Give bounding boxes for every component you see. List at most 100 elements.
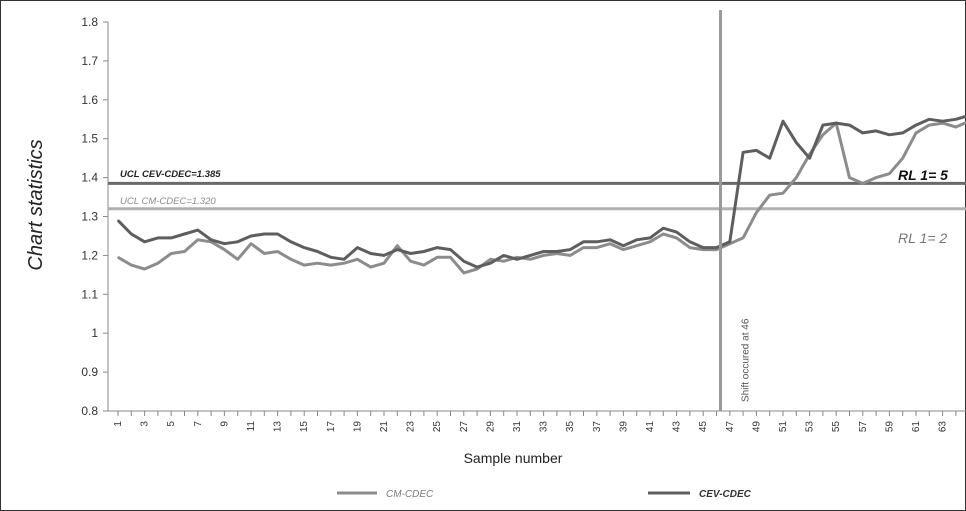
data-point-cm-cdec — [888, 172, 891, 175]
legend-label-cev-cdec: CEV-CDEC — [699, 489, 752, 500]
x-tick-label: 1 — [113, 421, 124, 427]
x-tick-label: 35 — [565, 421, 576, 433]
data-point-cm-cdec — [782, 192, 784, 194]
data-point-cev-cdec — [290, 241, 292, 243]
data-point-cev-cdec — [276, 233, 279, 235]
x-tick-label: 47 — [725, 421, 736, 433]
data-point-cev-cdec — [569, 248, 571, 251]
x-tick-label: 29 — [485, 421, 496, 433]
data-point-cm-cdec — [409, 260, 412, 263]
data-point-cev-cdec — [197, 229, 199, 231]
legend-label-cm-cdec: CM-CDEC — [386, 489, 434, 500]
data-point-cm-cdec — [582, 246, 585, 249]
data-point-cev-cdec — [928, 118, 931, 121]
y-axis-ticks: 0.8 0.9 1 1.1 1.2 1.3 1.4 1.5 1.6 1.7 1.8 — [81, 15, 108, 418]
x-tick-label: 51 — [778, 421, 789, 433]
data-point-cev-cdec — [529, 254, 532, 257]
data-point-cm-cdec — [130, 264, 133, 266]
ucl-cev-cdec-label: UCL CEV-CDEC=1.385 — [120, 169, 221, 180]
data-point-cev-cdec — [489, 262, 492, 265]
x-tick-label: 17 — [326, 421, 337, 433]
data-point-cm-cdec — [223, 248, 226, 251]
x-axis-ticks: 1 3 5 7 9 11 13 15 17 19 21 23 25 27 29 31 33 35 37 39 41 43 4… — [113, 411, 966, 432]
x-tick-label: 13 — [273, 421, 284, 433]
data-point-cm-cdec — [502, 260, 505, 263]
data-point-cev-cdec — [157, 237, 159, 239]
x-tick-label: 65 — [964, 421, 966, 433]
y-tick-label: 1.6 — [81, 93, 98, 107]
data-point-cm-cdec — [901, 157, 904, 159]
data-point-cev-cdec — [822, 124, 824, 126]
data-point-cev-cdec — [755, 149, 758, 152]
data-point-cm-cdec — [276, 250, 279, 253]
data-point-cev-cdec — [170, 237, 172, 239]
data-point-cev-cdec — [449, 248, 452, 251]
data-point-cm-cdec — [928, 124, 931, 126]
data-point-cev-cdec — [875, 130, 877, 132]
data-point-cev-cdec — [210, 239, 212, 241]
data-point-cev-cdec — [556, 250, 558, 253]
data-point-cev-cdec — [888, 134, 891, 136]
data-point-cev-cdec — [808, 157, 811, 159]
data-point-cm-cdec — [183, 250, 186, 253]
data-point-cm-cdec — [476, 268, 478, 270]
data-point-cm-cdec — [556, 252, 558, 255]
data-point-cm-cdec — [742, 237, 744, 239]
x-tick-label: 59 — [884, 421, 895, 433]
data-point-cm-cdec — [143, 268, 146, 270]
data-point-cm-cdec — [117, 256, 119, 259]
data-point-cm-cdec — [848, 176, 851, 179]
y-tick-label: 1.7 — [81, 54, 98, 68]
data-point-cev-cdec — [542, 250, 545, 253]
data-point-cev-cdec — [356, 246, 359, 249]
run-length-label-cm-cdec: RL 1= 2 — [898, 230, 947, 246]
data-point-cm-cdec — [715, 248, 718, 251]
data-point-cm-cdec — [915, 132, 917, 134]
legend: CM-CDEC CEV-CDEC — [337, 489, 752, 500]
data-point-cm-cdec — [250, 242, 252, 245]
shift-marker: Shift occured at 46 — [719, 10, 752, 411]
series-lines — [116, 114, 966, 275]
data-point-cm-cdec — [197, 239, 199, 241]
data-point-cev-cdec — [715, 246, 718, 249]
y-tick-label: 1.4 — [81, 171, 98, 185]
data-point-cm-cdec — [436, 256, 439, 259]
data-point-cev-cdec — [143, 241, 146, 243]
data-point-cev-cdec — [423, 250, 425, 253]
y-tick-label: 1.5 — [81, 132, 98, 146]
data-point-cev-cdec — [117, 219, 119, 222]
data-point-cm-cdec — [675, 237, 678, 239]
data-point-cm-cdec — [822, 134, 824, 136]
data-point-cm-cdec — [157, 262, 159, 265]
data-point-cev-cdec — [675, 231, 678, 233]
data-point-cev-cdec — [223, 242, 226, 245]
data-point-cm-cdec — [702, 248, 704, 251]
x-tick-label: 25 — [432, 421, 443, 433]
data-point-cm-cdec — [941, 122, 944, 124]
x-tick-label: 21 — [379, 421, 390, 433]
data-point-cm-cdec — [569, 254, 571, 257]
data-point-cm-cdec — [768, 194, 771, 196]
series-line-cev-cdec — [116, 114, 966, 269]
x-tick-label: 43 — [672, 421, 683, 433]
data-point-cev-cdec — [768, 157, 771, 159]
data-point-cm-cdec — [529, 258, 532, 261]
data-point-cm-cdec — [356, 258, 359, 261]
data-point-cm-cdec — [369, 266, 372, 268]
y-tick-label: 1.1 — [81, 287, 98, 301]
x-axis-title: Sample number — [464, 450, 563, 466]
data-point-cm-cdec — [662, 233, 665, 235]
data-point-cm-cdec — [596, 246, 598, 249]
data-point-cev-cdec — [409, 252, 412, 255]
data-point-cev-cdec — [689, 241, 691, 243]
data-point-cev-cdec — [795, 141, 798, 144]
data-point-cev-cdec — [250, 235, 252, 237]
data-point-cev-cdec — [702, 246, 704, 249]
data-point-cev-cdec — [463, 260, 465, 263]
x-tick-label: 57 — [858, 421, 869, 433]
data-point-cev-cdec — [369, 252, 372, 255]
x-tick-label: 23 — [406, 421, 417, 433]
data-point-cm-cdec — [463, 272, 465, 274]
x-tick-label: 61 — [911, 421, 922, 433]
data-point-cm-cdec — [396, 244, 399, 247]
